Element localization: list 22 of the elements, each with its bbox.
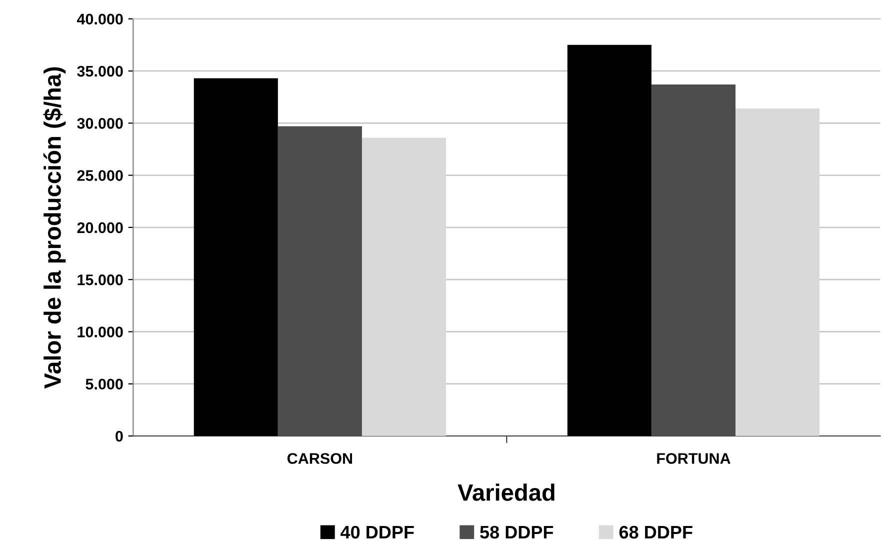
x-tick-label: FORTUNA [657, 453, 730, 464]
legend-label: 40 DDPF [340, 526, 414, 539]
y-tick-label: 10.000 [78, 326, 123, 338]
bar [735, 108, 820, 436]
y-tick-label: 20.000 [77, 222, 123, 234]
bar [651, 84, 736, 436]
x-axis-title: Variedad [458, 484, 554, 501]
y-tick-label: 0 [116, 430, 123, 442]
bar [194, 78, 278, 436]
legend-label: 58 DDPF [480, 526, 554, 539]
y-tick-label: 15.000 [78, 274, 123, 286]
bar [278, 126, 362, 436]
y-tick-label: 30.000 [77, 118, 123, 129]
y-axis-title: Valor de la producción ($/ha) [43, 67, 66, 389]
y-tick-label: 25.000 [77, 170, 123, 181]
x-tick-label: CARSON [287, 453, 352, 464]
bar [362, 138, 446, 436]
y-tick-label: 5.000 [86, 378, 123, 390]
y-tick-label: 40.000 [76, 14, 123, 25]
legend-label: 68 DDPF [619, 526, 692, 539]
bar [567, 44, 652, 436]
y-tick-label: 35.000 [77, 66, 123, 77]
